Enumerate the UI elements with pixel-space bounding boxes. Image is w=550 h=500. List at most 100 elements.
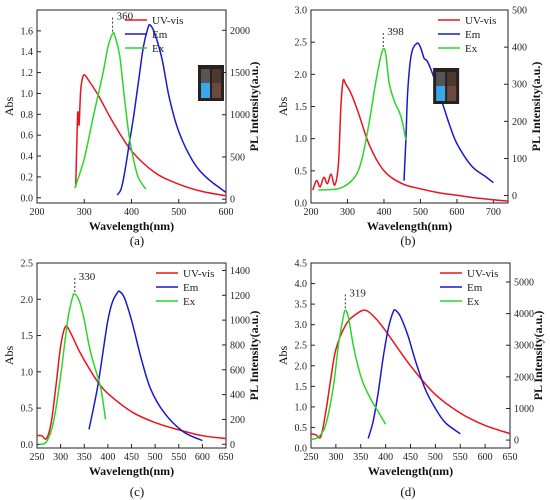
peak-annotation: 319 xyxy=(349,287,366,299)
x-tick-label: 500 xyxy=(413,207,428,218)
y-right-tick-label: 2000 xyxy=(514,372,534,383)
legend-label: Em xyxy=(467,282,483,294)
y-tick-label: 1.0 xyxy=(21,367,34,378)
y-right-tick-label: 1000 xyxy=(230,316,250,327)
series-line-uvvis xyxy=(311,309,510,439)
peak-annotation: 330 xyxy=(79,271,96,283)
y-right-tick-label: 1500 xyxy=(230,68,250,79)
y-tick-label: 2.5 xyxy=(295,341,308,352)
x-tick-label: 600 xyxy=(219,207,234,218)
y-tick-label: 0.4 xyxy=(21,152,34,163)
x-tick-label: 500 xyxy=(428,452,443,463)
y-tick-label: 2.0 xyxy=(21,295,34,306)
legend-label: UV-vis xyxy=(152,15,183,27)
x-tick-label: 600 xyxy=(195,452,210,463)
legend-label: Ex xyxy=(465,43,478,55)
y-tick-label: 0.0 xyxy=(295,199,308,210)
series-line-em xyxy=(88,290,203,442)
y-right-tick-label: 1000 xyxy=(514,404,534,415)
y-tick-label: 2.0 xyxy=(295,361,308,372)
y-right-tick-label: 0 xyxy=(514,436,519,447)
x-tick-label: 600 xyxy=(449,207,464,218)
x-tick-label: 250 xyxy=(304,452,319,463)
y-tick-label: 4.5 xyxy=(295,259,308,270)
peak-annotation: 360 xyxy=(117,11,134,23)
y-tick-label: 3.5 xyxy=(295,300,308,311)
y-right-tick-label: 200 xyxy=(230,415,245,426)
y-right-tick-label: 1400 xyxy=(230,266,250,277)
panel-a: (a) 200 300 400 500 600 0.0 0.2 0.4 0.6 0.8 1.0 1.2… xyxy=(2,9,261,248)
x-tick-label: 450 xyxy=(403,452,418,463)
y-right-tick-label: 1000 xyxy=(230,110,250,121)
legend-label: Em xyxy=(183,282,199,294)
x-tick-label: 450 xyxy=(124,452,139,463)
x-tick-label: 350 xyxy=(77,452,92,463)
y-right-tick-label: 300 xyxy=(512,80,527,91)
legend-label: Ex xyxy=(183,296,196,308)
legend-label: UV-vis xyxy=(183,268,214,280)
x-tick-label: 500 xyxy=(148,452,163,463)
vial-colored xyxy=(447,86,457,101)
y-axis-label: Abs xyxy=(276,346,290,366)
y-right-tick-label: 4000 xyxy=(514,309,534,320)
y-tick-label: 3.0 xyxy=(295,6,308,17)
y-axis-label: Abs xyxy=(2,346,16,366)
vial-top-left xyxy=(201,69,210,83)
series-line-uvvis xyxy=(37,325,226,440)
caption-d: (d) xyxy=(400,484,415,499)
series-line-ex xyxy=(39,292,107,446)
x-tick-label: 300 xyxy=(328,452,343,463)
y-tick-label: 2.5 xyxy=(295,38,308,49)
y-tick-label: 0.0 xyxy=(21,193,34,204)
x-tick-label: 400 xyxy=(100,452,115,463)
legend-label: UV-vis xyxy=(465,15,496,27)
x-tick-label: 400 xyxy=(378,452,393,463)
x-axis-label: Wavelength(nm) xyxy=(89,464,174,478)
y-tick-label: 1.5 xyxy=(21,331,34,342)
series-line-ex xyxy=(74,31,147,190)
y-tick-label: 0.6 xyxy=(21,131,34,142)
y-tick-label: 1.2 xyxy=(21,68,34,79)
y-right-tick-label: 3000 xyxy=(514,341,534,352)
y-right-tick-label: 2000 xyxy=(230,26,250,37)
series-line-uvvis xyxy=(74,73,226,197)
legend-label: UV-vis xyxy=(467,268,498,280)
caption-a: (a) xyxy=(130,233,144,248)
x-tick-label: 350 xyxy=(353,452,368,463)
caption-b: (b) xyxy=(400,233,415,248)
y-right-tick-label: 500 xyxy=(512,6,527,17)
y-tick-label: 1.5 xyxy=(295,382,308,393)
y-right-tick-label: 200 xyxy=(512,117,527,128)
inset-vial-photo xyxy=(198,65,224,101)
panel-b: (b) 200 300 400 500 600 700 0.0 0.5 1.0 1.5 2.0 2.5… xyxy=(276,6,543,249)
y-right-tick-label: 0 xyxy=(230,440,235,451)
x-tick-label: 550 xyxy=(453,452,468,463)
legend-label: Em xyxy=(152,29,168,41)
x-tick-label: 300 xyxy=(53,452,68,463)
x-tick-label: 400 xyxy=(376,207,391,218)
y-tick-label: 2.0 xyxy=(295,70,308,81)
caption-c: (c) xyxy=(130,484,144,499)
peak-annotation: 398 xyxy=(387,26,404,38)
series-line-em xyxy=(367,308,461,439)
y-tick-label: 1.5 xyxy=(295,102,308,113)
vial-fluorescent xyxy=(436,86,446,101)
inset-vial-photo xyxy=(433,68,460,104)
y-tick-label: 0.0 xyxy=(21,440,34,451)
y-tick-label: 0.2 xyxy=(21,172,34,183)
panel-d: (d) 250 300 350 400 450 500 550 600 650 0.0 0.5 1.0… xyxy=(276,259,545,500)
y-right-axis-label: PL Intensity(a.u.) xyxy=(247,62,261,152)
y-right-tick-label: 400 xyxy=(512,43,527,54)
y-right-axis-label: PL Intensity(a.u.) xyxy=(247,311,261,401)
y-tick-label: 3.0 xyxy=(295,320,308,331)
x-tick-label: 650 xyxy=(219,452,234,463)
y-right-tick-label: 100 xyxy=(512,154,527,165)
y-right-tick-label: 400 xyxy=(230,390,245,401)
plot-frame xyxy=(36,9,227,204)
x-tick-label: 500 xyxy=(171,207,186,218)
y-right-tick-label: 0 xyxy=(512,191,517,202)
y-right-axis-label: PL Intensity(a.u.) xyxy=(531,311,545,401)
x-tick-label: 200 xyxy=(30,207,45,218)
vial-colored xyxy=(212,83,221,98)
